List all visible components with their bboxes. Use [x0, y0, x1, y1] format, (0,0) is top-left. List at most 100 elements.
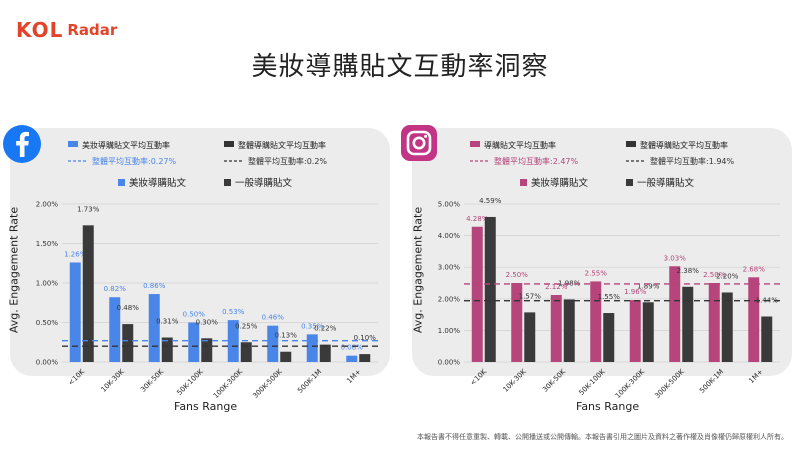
fb-data-label-primary-5: 0.46%: [262, 314, 285, 322]
ig-data-label-primary-5: 3.03%: [664, 254, 687, 262]
fb-data-label-general-5: 0.13%: [275, 332, 298, 340]
fb-data-label-primary-3: 0.50%: [183, 311, 206, 319]
ig-xtick-5: 300K-500K: [653, 367, 686, 400]
ig-refline-legend-label-0: 整體平均互動率:2.47%: [494, 156, 579, 166]
ig-bar-primary-4: [629, 300, 641, 362]
fb-bar-general-1: [122, 324, 134, 362]
fb-xtick-4: 100K-300K: [212, 367, 245, 400]
ig-bar-general-4: [642, 302, 654, 362]
fb-xtick-0: <10K: [67, 367, 87, 387]
ig-xtick-0: <10K: [469, 367, 489, 387]
fb-ytick-0: 0.00%: [36, 359, 59, 367]
fb-data-label-primary-6: 0.35%: [301, 322, 324, 330]
ig-bar-general-7: [761, 316, 773, 362]
fb-legend-swatch-0: [68, 141, 78, 147]
ig-bar-primary-2: [550, 295, 562, 362]
ig-bar-general-6: [721, 292, 733, 362]
ig-xtick-2: 30K-50K: [541, 367, 567, 393]
fb-bar-general-2: [161, 337, 173, 362]
ig-bar-primary-0: [471, 226, 483, 362]
ig-series-legend-swatch-1: [626, 179, 633, 186]
fb-bar-primary-0: [69, 262, 81, 362]
ig-data-label-general-1: 1.57%: [519, 292, 542, 300]
fb-data-label-primary-7: 0.08%: [341, 344, 364, 352]
ig-series-legend-label-0: 美妝導購貼文: [531, 177, 589, 189]
copyright-footnote: 本報告書不得任意重製、轉載、公開播送或公開傳輸。本報告書引用之圖片及資料之著作權…: [417, 433, 788, 441]
ig-bar-general-5: [682, 286, 694, 362]
ig-data-label-general-0: 4.59%: [479, 197, 502, 205]
fb-series-legend-label-1: 一般導購貼文: [235, 177, 293, 189]
fb-ytick-2: 1.00%: [36, 280, 59, 288]
fb-data-label-primary-2: 0.86%: [143, 282, 166, 290]
ig-ytick-5: 5.00%: [438, 201, 461, 209]
fb-legend-swatch-1: [224, 141, 234, 147]
ig-data-label-primary-0: 4.28%: [466, 215, 489, 223]
ig-bar-primary-6: [708, 283, 720, 362]
ig-data-label-primary-4: 1.96%: [624, 288, 647, 296]
fb-data-label-general-6: 0.22%: [314, 325, 337, 333]
ig-series-legend-swatch-0: [520, 179, 527, 186]
fb-legend-label-1: 整體導購貼文平均互動率: [238, 140, 326, 150]
ig-data-label-primary-3: 2.55%: [585, 269, 608, 277]
ig-legend-swatch-1: [626, 141, 636, 147]
fb-bar-general-5: [280, 351, 292, 362]
ig-ytick-0: 0.00%: [438, 359, 461, 367]
fb-data-label-general-3: 0.30%: [196, 318, 219, 326]
fb-data-label-primary-4: 0.53%: [222, 308, 245, 316]
ig-data-label-general-5: 2.38%: [677, 267, 700, 275]
ig-legend-swatch-0: [470, 141, 480, 147]
fb-xtick-1: 10K-30K: [100, 367, 126, 393]
fb-data-label-general-0: 1.73%: [77, 205, 100, 213]
fb-bar-general-6: [319, 344, 331, 362]
ig-bar-general-1: [524, 312, 536, 362]
fb-data-label-general-1: 0.48%: [117, 304, 140, 312]
fb-ytick-3: 1.50%: [36, 240, 59, 248]
fb-bar-primary-3: [188, 322, 200, 362]
ig-data-label-general-4: 1.89%: [637, 282, 660, 290]
ig-xtick-4: 100K-300K: [614, 367, 647, 400]
ig-bar-general-2: [563, 299, 575, 362]
fb-legend-label-0: 美妝導購貼文平均互動率: [82, 140, 170, 150]
fb-bar-general-3: [201, 338, 213, 362]
ig-legend-label-1: 整體導購貼文平均互動率: [640, 140, 728, 150]
fb-bar-primary-1: [109, 297, 121, 362]
fb-bar-primary-5: [267, 325, 279, 362]
fb-ytick-4: 2.00%: [36, 201, 59, 209]
ig-bar-primary-7: [748, 277, 760, 362]
ig-data-label-primary-6: 2.50%: [703, 271, 726, 279]
fb-bar-primary-6: [306, 334, 318, 362]
ig-bar-primary-3: [590, 281, 602, 362]
fb-data-label-general-4: 0.25%: [235, 322, 258, 330]
ig-bar-primary-5: [669, 266, 681, 362]
instagram-y-axis-label: Avg. Engagement Rate: [411, 206, 425, 334]
ig-ytick-4: 4.00%: [438, 232, 461, 240]
ig-data-label-primary-2: 2.12%: [545, 283, 568, 291]
fb-data-label-general-2: 0.31%: [156, 318, 179, 326]
ig-bar-primary-1: [511, 283, 523, 362]
page-title: 美妝導購貼文互動率洞察: [251, 52, 549, 82]
fb-ytick-1: 0.50%: [36, 319, 59, 327]
fb-xtick-2: 30K-50K: [139, 367, 165, 393]
fb-series-legend-label-0: 美妝導購貼文: [129, 177, 187, 189]
ig-series-legend-label-1: 一般導購貼文: [637, 177, 695, 189]
ig-data-label-primary-1: 2.50%: [506, 271, 529, 279]
ig-bar-general-0: [484, 216, 496, 362]
fb-xtick-6: 500K-1M: [296, 368, 323, 395]
fb-xtick-5: 300K-500K: [251, 367, 284, 400]
fb-bar-primary-7: [346, 355, 358, 362]
ig-xtick-6: 500K-1M: [698, 368, 725, 395]
fb-refline-legend-label-0: 整體平均互動率:0.27%: [92, 156, 177, 166]
ig-ytick-1: 1.00%: [438, 327, 461, 335]
facebook-y-axis-label: Avg. Engagement Rate: [7, 206, 21, 334]
instagram-x-axis-label: Fans Range: [576, 400, 640, 413]
brand-logo-kol: KOL: [16, 18, 64, 42]
fb-bar-primary-2: [148, 294, 160, 362]
fb-bar-general-4: [240, 342, 252, 362]
ig-xtick-3: 50K-100K: [577, 367, 606, 396]
ig-legend-label-0: 導購貼文平均互動率: [484, 140, 556, 150]
ig-ytick-2: 2.00%: [438, 295, 461, 303]
ig-xtick-1: 10K-30K: [502, 367, 528, 393]
ig-ytick-3: 3.00%: [438, 264, 461, 272]
